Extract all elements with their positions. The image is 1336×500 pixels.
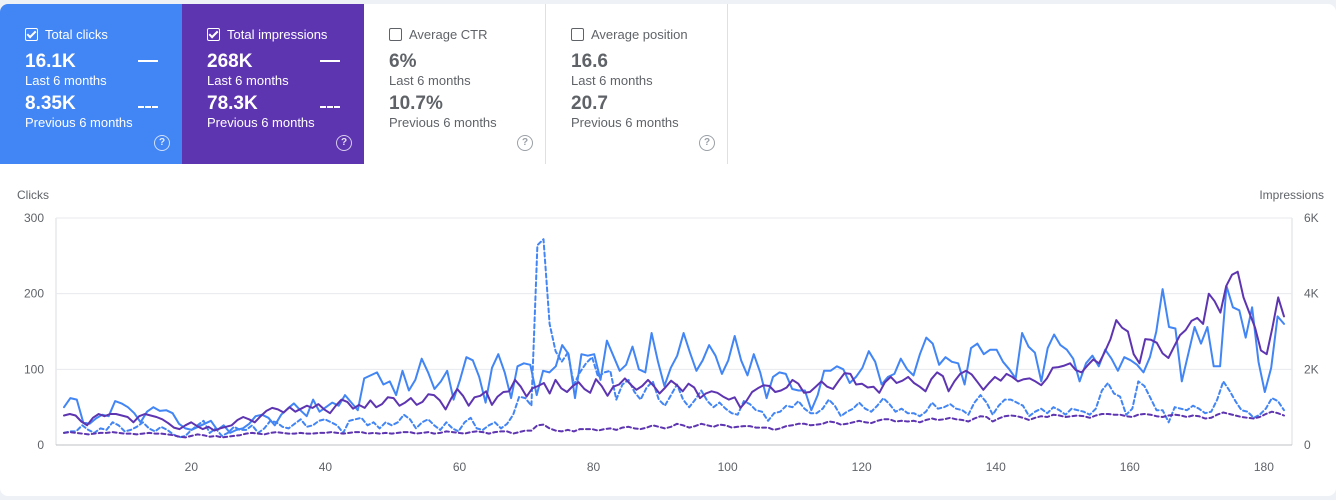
dashed-line-legend-icon — [138, 106, 158, 108]
left-tick-label: 200 — [24, 287, 44, 301]
help-icon[interactable]: ? — [336, 135, 352, 151]
checkbox-unchecked-icon[interactable] — [571, 27, 584, 41]
previous-period: Previous 6 months — [389, 115, 497, 130]
card-title: Average CTR — [409, 26, 488, 42]
current-value: 16.1K — [25, 51, 76, 72]
previous-period: Previous 6 months — [207, 115, 315, 130]
solid-line-legend-icon — [138, 60, 158, 62]
previous-value: 8.35K — [25, 93, 76, 114]
current-value: 6% — [389, 51, 417, 72]
previous-value: 20.7 — [571, 93, 608, 114]
checkbox-unchecked-icon[interactable] — [389, 27, 402, 41]
previous-value: 78.3K — [207, 93, 258, 114]
current-value: 268K — [207, 51, 253, 72]
card-header: Average CTR — [389, 26, 545, 42]
dashed-line-legend-icon — [320, 106, 340, 108]
card-title: Total clicks — [45, 26, 108, 42]
chart-ticks: 0 100 200 300 0 2K 4K 6K 20 40 60 80 100 120 140 160 180 — [24, 211, 1319, 474]
card-title: Total impressions — [227, 26, 328, 42]
current-period: Last 6 months — [25, 73, 107, 88]
previous-period: Previous 6 months — [25, 115, 133, 130]
impressions-previous-line — [63, 410, 1285, 439]
right-tick-label: 0 — [1304, 438, 1311, 452]
right-tick-label: 4K — [1304, 287, 1319, 301]
current-period: Last 6 months — [389, 73, 471, 88]
current-value: 16.6 — [571, 51, 608, 72]
checkbox-checked-icon[interactable] — [207, 27, 220, 41]
total-clicks-card[interactable]: Total clicks 16.1K Last 6 months 8.35K P… — [0, 4, 182, 164]
help-icon[interactable]: ? — [154, 135, 170, 151]
card-title: Average position — [591, 26, 688, 42]
right-tick-label: 2K — [1304, 362, 1319, 376]
left-tick-label: 0 — [37, 438, 44, 452]
average-position-card[interactable]: Average position 16.6 Last 6 months 20.7… — [546, 4, 728, 164]
x-tick-label: 120 — [852, 460, 872, 474]
solid-line-legend-icon — [320, 60, 340, 62]
chart-series — [63, 238, 1285, 439]
x-tick-label: 140 — [986, 460, 1006, 474]
left-axis-label: Clicks — [17, 188, 49, 202]
clicks-current-line — [63, 285, 1285, 434]
x-tick-label: 160 — [1120, 460, 1140, 474]
total-impressions-card[interactable]: Total impressions 268K Last 6 months 78.… — [182, 4, 364, 164]
average-ctr-card[interactable]: Average CTR 6% Last 6 months 10.7% Previ… — [364, 4, 546, 164]
help-icon[interactable]: ? — [699, 135, 715, 151]
current-period: Last 6 months — [207, 73, 289, 88]
left-tick-label: 100 — [24, 362, 44, 376]
help-icon[interactable]: ? — [517, 135, 533, 151]
card-header: Total clicks — [25, 26, 182, 42]
x-tick-label: 100 — [718, 460, 738, 474]
clicks-previous-line — [63, 238, 1285, 439]
metric-cards: Total clicks 16.1K Last 6 months 8.35K P… — [0, 4, 728, 164]
checkbox-checked-icon[interactable] — [25, 27, 38, 41]
previous-period: Previous 6 months — [571, 115, 679, 130]
right-tick-label: 6K — [1304, 211, 1319, 225]
right-axis-label: Impressions — [1259, 188, 1324, 202]
x-tick-label: 20 — [185, 460, 199, 474]
performance-panel: Total clicks 16.1K Last 6 months 8.35K P… — [0, 4, 1336, 496]
chart-grid — [55, 217, 1293, 446]
performance-chart[interactable]: Clicks Impressions 0 100 200 300 0 2K 4K 6K 20 40… — [0, 174, 1336, 496]
x-tick-label: 60 — [453, 460, 467, 474]
left-tick-label: 300 — [24, 211, 44, 225]
card-header: Total impressions — [207, 26, 364, 42]
x-tick-label: 40 — [319, 460, 333, 474]
current-period: Last 6 months — [571, 73, 653, 88]
impressions-current-line — [63, 270, 1285, 432]
x-tick-label: 80 — [587, 460, 601, 474]
x-tick-label: 180 — [1254, 460, 1274, 474]
previous-value: 10.7% — [389, 93, 443, 114]
card-header: Average position — [571, 26, 727, 42]
